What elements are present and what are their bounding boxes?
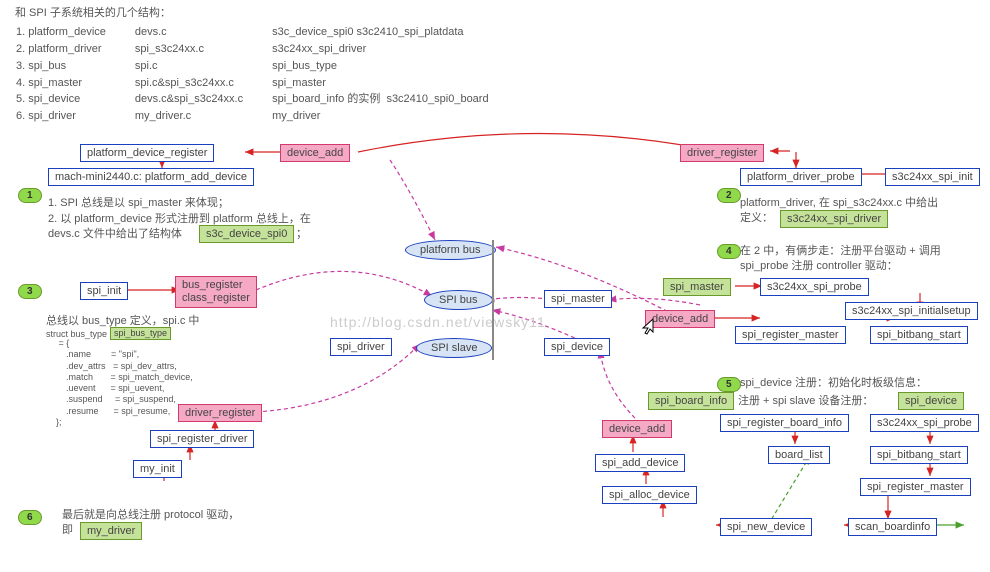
- box-spi-board-info: spi_board_info: [648, 392, 734, 410]
- header-table: 1. platform_devicedevs.cs3c_device_spi0 …: [15, 24, 489, 125]
- box-s3c24xx-spi-init: s3c24xx_spi_init: [885, 168, 980, 186]
- box-platform-device-register: platform_device_register: [80, 144, 214, 162]
- box-board-list: board_list: [768, 446, 830, 464]
- box-driver-register-top: driver_register: [680, 144, 764, 162]
- oval-platform-bus: platform bus: [405, 240, 496, 260]
- badge-6: 6: [18, 510, 42, 525]
- box-spi-add-device: spi_add_device: [595, 454, 685, 472]
- badge-2: 2: [717, 188, 741, 203]
- box-platform-driver-probe: platform_driver_probe: [740, 168, 862, 186]
- box-spi-bitbang-start-2: spi_bitbang_start: [870, 446, 968, 464]
- box-spi-register-driver: spi_register_driver: [150, 430, 254, 448]
- note-1-mach: mach-mini2440.c: platform_add_device: [48, 168, 254, 186]
- center-divider: [492, 240, 494, 360]
- box-spi-init: spi_init: [80, 282, 128, 300]
- box-s3c24xx-spi-driver: s3c24xx_spi_driver: [780, 210, 888, 228]
- box-spi-master-green: spi_master: [663, 278, 731, 296]
- box-spi-device-green: spi_device: [898, 392, 964, 410]
- box-my-driver: my_driver: [80, 522, 142, 540]
- box-spi-register-master-2: spi_register_master: [860, 478, 971, 496]
- semicolon-1: ；: [296, 227, 307, 242]
- note-5b: 注册 + spi slave 设备注册：: [738, 394, 873, 409]
- box-spi-new-device: spi_new_device: [720, 518, 812, 536]
- box-bus-register: bus_register class_register: [175, 276, 257, 308]
- note-5a: spi_device 注册：初始化时板级信息：: [740, 376, 927, 391]
- badge-5: 5: [717, 377, 741, 392]
- badge-4: 4: [717, 244, 741, 259]
- box-s3c24xx-spi-initialsetup: s3c24xx_spi_initialsetup: [845, 302, 978, 320]
- header-title: 和 SPI 子系统相关的几个结构：: [15, 6, 171, 21]
- badge-1: 1: [18, 188, 42, 203]
- box-s3c24xx-spi-probe: s3c24xx_spi_probe: [760, 278, 869, 296]
- box-s3c-device-spi0: s3c_device_spi0: [199, 225, 294, 243]
- box-spi-register-master: spi_register_master: [735, 326, 846, 344]
- box-spi-master-center: spi_master: [544, 290, 612, 308]
- box-s3c24xx-spi-probe-2: s3c24xx_spi_probe: [870, 414, 979, 432]
- box-spi-driver-center: spi_driver: [330, 338, 392, 356]
- box-device-add-1: device_add: [280, 144, 350, 162]
- note-1a: 1. SPI 总线是以 spi_master 来体现；: [48, 196, 229, 211]
- box-spi-bitbang-start: spi_bitbang_start: [870, 326, 968, 344]
- box-my-init: my_init: [133, 460, 182, 478]
- cursor-icon: [640, 318, 654, 341]
- box-scan-boardinfo: scan_boardinfo: [848, 518, 937, 536]
- box-driver-register-left: driver_register: [178, 404, 262, 422]
- box-device-add-2: device_add: [645, 310, 715, 328]
- box-spi-alloc-device: spi_alloc_device: [602, 486, 697, 504]
- note-3d: = { .name = "spi", .dev_attrs = spi_dev_…: [56, 338, 193, 428]
- box-device-add-3: device_add: [602, 420, 672, 438]
- badge-3: 3: [18, 284, 42, 299]
- watermark: http://blog.csdn.net/viewsky11: [330, 314, 546, 330]
- oval-spi-slave: SPI slave: [416, 338, 492, 358]
- note-4a: 在 2 中，有俩步走：注册平台驱动 + 调用 spi_probe 注册 cont…: [740, 244, 941, 274]
- box-spi-device-center: spi_device: [544, 338, 610, 356]
- box-spi-register-board-info: spi_register_board_info: [720, 414, 849, 432]
- oval-spi-bus: SPI bus: [424, 290, 493, 310]
